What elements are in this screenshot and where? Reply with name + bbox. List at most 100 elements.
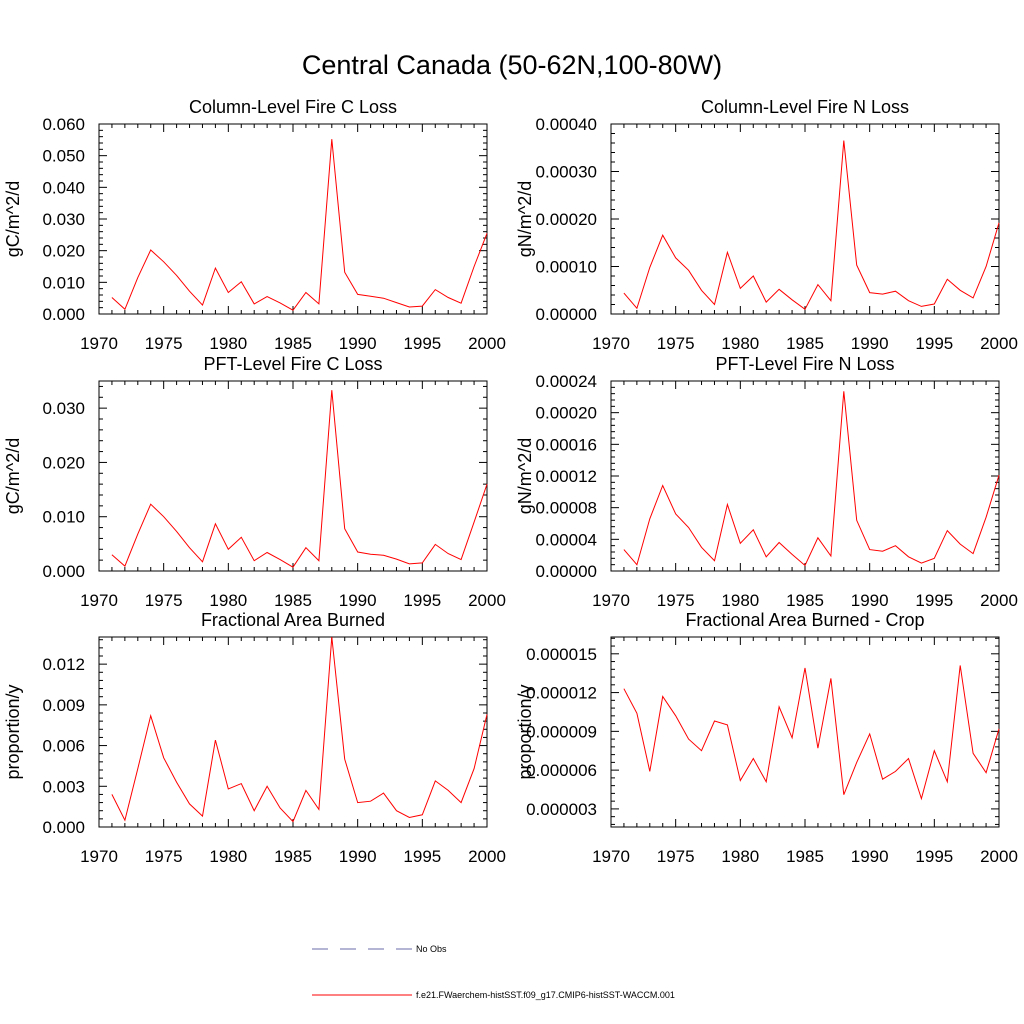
- x-tick-label: 1990: [851, 591, 889, 610]
- chart-title: PFT-Level Fire N Loss: [715, 354, 894, 374]
- x-tick-label: 2000: [468, 591, 506, 610]
- y-tick-label: 0.010: [42, 508, 85, 527]
- legend-series-line: [312, 994, 412, 996]
- chart-title: Column-Level Fire C Loss: [189, 97, 397, 117]
- x-tick-label: 1995: [915, 847, 953, 866]
- legend-noobs-label: No Obs: [416, 944, 447, 954]
- x-tick-label: 1995: [403, 591, 441, 610]
- x-tick-label: 1985: [786, 591, 824, 610]
- x-tick-label: 1975: [145, 334, 183, 353]
- y-tick-label: 0.030: [42, 399, 85, 418]
- x-tick-label: 1985: [786, 334, 824, 353]
- y-tick-label: 0.000: [42, 562, 85, 581]
- y-tick-label: 0.00020: [536, 210, 597, 229]
- x-tick-label: 1985: [274, 591, 312, 610]
- x-tick-label: 1970: [80, 847, 118, 866]
- y-axis-label: proportion/y: [3, 684, 23, 779]
- x-tick-label: 1980: [209, 847, 247, 866]
- y-tick-label: 0.006: [42, 737, 85, 756]
- y-tick-label: 0.00020: [536, 404, 597, 423]
- y-axis-label: gN/m^2/d: [515, 438, 535, 514]
- x-tick-label: 2000: [468, 334, 506, 353]
- x-tick-label: 1985: [786, 847, 824, 866]
- y-tick-label: 0.000015: [526, 645, 597, 664]
- plot-frame: [610, 380, 1000, 572]
- x-tick-label: 1980: [721, 334, 759, 353]
- y-tick-label: 0.000006: [526, 761, 597, 780]
- series-line: [111, 636, 488, 823]
- series-line: [623, 140, 1000, 311]
- x-tick-label: 1980: [209, 591, 247, 610]
- x-tick-label: 1970: [592, 847, 630, 866]
- y-tick-label: 0.00000: [536, 305, 597, 324]
- x-tick-label: 1975: [145, 591, 183, 610]
- y-axis-label: proportion/y: [515, 684, 535, 779]
- chart-panel-2: Column-Level Fire N Loss gN/m^2/d 1970 1975…: [515, 97, 1018, 353]
- y-tick-label: 0.00008: [536, 499, 597, 518]
- chart-panel-6: Fractional Area Burned - Crop proportion/…: [515, 610, 1018, 866]
- x-tick-label: 1975: [657, 334, 695, 353]
- y-tick-label: 0.000009: [526, 722, 597, 741]
- series-line: [623, 391, 1000, 567]
- x-tick-label: 2000: [468, 847, 506, 866]
- x-tick-label: 2000: [980, 591, 1018, 610]
- y-tick-label: 0.030: [42, 210, 85, 229]
- y-tick-label: 0.00040: [536, 115, 597, 134]
- x-tick-label: 1970: [80, 591, 118, 610]
- y-tick-label: 0.00010: [536, 258, 597, 277]
- y-axis-label: gN/m^2/d: [515, 181, 535, 257]
- y-tick-label: 0.009: [42, 696, 85, 715]
- y-tick-label: 0.00000: [536, 562, 597, 581]
- chart-title: Fractional Area Burned - Crop: [685, 610, 924, 630]
- y-tick-label: 0.060: [42, 115, 85, 134]
- y-tick-label: 0.00016: [536, 435, 597, 454]
- chart-title: Column-Level Fire N Loss: [701, 97, 909, 117]
- x-tick-label: 1975: [145, 847, 183, 866]
- series-line: [111, 139, 488, 311]
- x-tick-label: 1990: [851, 847, 889, 866]
- x-tick-label: 1975: [657, 847, 695, 866]
- y-tick-label: 0.020: [42, 242, 85, 261]
- y-tick-label: 0.020: [42, 453, 85, 472]
- chart-panel-3: PFT-Level Fire C Loss gC/m^2/d 1970 1975 198…: [3, 354, 506, 610]
- page-title: Central Canada (50-62N,100-80W): [301, 50, 723, 80]
- x-tick-label: 1970: [80, 334, 118, 353]
- x-tick-label: 1980: [721, 591, 759, 610]
- legend-noobs-line: [312, 948, 412, 950]
- y-axis-label: gC/m^2/d: [3, 438, 23, 514]
- y-tick-label: 0.012: [42, 655, 85, 674]
- plot-frame: [98, 123, 488, 315]
- x-tick-label: 2000: [980, 847, 1018, 866]
- y-tick-label: 0.00004: [536, 530, 597, 549]
- x-tick-label: 1985: [274, 334, 312, 353]
- y-tick-label: 0.000003: [526, 800, 597, 819]
- chart-panel-5: Fractional Area Burned proportion/y 1970 19…: [3, 610, 506, 866]
- chart-panel-1: Column-Level Fire C Loss gC/m^2/d 1970 1975…: [3, 97, 506, 353]
- x-tick-label: 1990: [339, 847, 377, 866]
- x-tick-label: 1990: [339, 334, 377, 353]
- x-tick-label: 1995: [915, 591, 953, 610]
- y-tick-label: 0.010: [42, 273, 85, 292]
- chart-title: PFT-Level Fire C Loss: [203, 354, 382, 374]
- x-tick-label: 1990: [339, 591, 377, 610]
- y-tick-label: 0.000012: [526, 684, 597, 703]
- y-tick-label: 0.00030: [536, 163, 597, 182]
- x-tick-label: 1980: [209, 334, 247, 353]
- x-tick-label: 2000: [980, 334, 1018, 353]
- plot-frame: [610, 123, 1000, 315]
- y-tick-label: 0.00012: [536, 467, 597, 486]
- x-tick-label: 1995: [915, 334, 953, 353]
- chart-panel-4: PFT-Level Fire N Loss gN/m^2/d 1970 1975 198…: [515, 354, 1018, 610]
- plot-frame: [98, 380, 488, 572]
- plot-frame: [610, 636, 1000, 828]
- series-line: [111, 390, 488, 568]
- x-tick-label: 1975: [657, 591, 695, 610]
- x-tick-label: 1985: [274, 847, 312, 866]
- legend-series-label: f.e21.FWaerchem-histSST.f09_g17.CMIP6-hi…: [416, 990, 675, 1000]
- y-tick-label: 0.040: [42, 178, 85, 197]
- y-tick-label: 0.003: [42, 777, 85, 796]
- y-tick-label: 0.050: [42, 147, 85, 166]
- y-tick-label: 0.000: [42, 818, 85, 837]
